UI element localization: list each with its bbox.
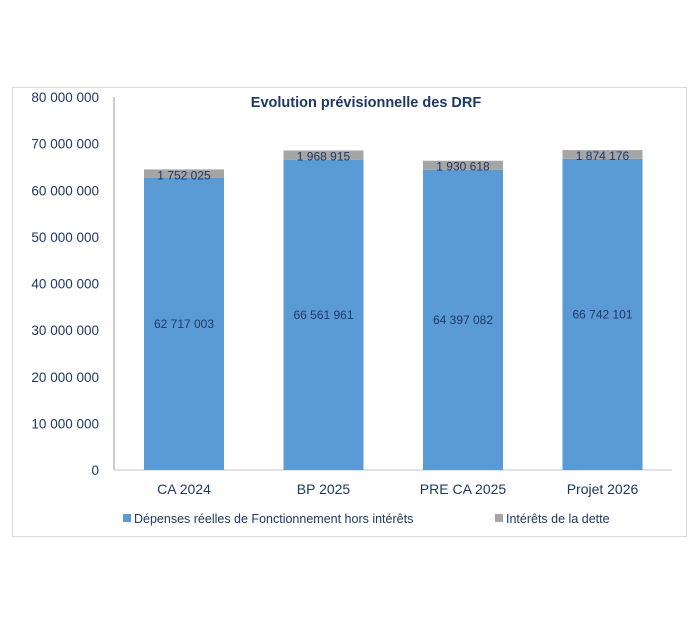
chart-title: Evolution prévisionnelle des DRF (251, 95, 482, 111)
bar-depenses (283, 159, 364, 471)
y-tick-label: 10 000 000 (31, 416, 99, 431)
legend-swatch (123, 514, 131, 522)
bar-depenses (423, 169, 503, 471)
data-label: 1 874 176 (576, 149, 630, 163)
bar-depenses (144, 177, 224, 470)
data-label: 1 968 915 (297, 149, 351, 163)
data-label: 66 742 101 (572, 307, 632, 321)
bar-depenses (562, 158, 643, 471)
x-tick-label: PRE CA 2025 (420, 481, 507, 497)
y-tick-label: 60 000 000 (31, 183, 99, 198)
data-label: 64 397 082 (433, 313, 493, 327)
bar-interets (423, 160, 503, 170)
y-tick-label: 50 000 000 (31, 230, 99, 245)
legend-swatch (495, 514, 503, 522)
bar-interets (144, 169, 224, 178)
x-tick-label: BP 2025 (297, 481, 351, 497)
bar-interets (283, 150, 364, 160)
x-tick-label: CA 2024 (157, 481, 211, 497)
data-label: 1 930 618 (436, 160, 490, 174)
y-tick-label: 80 000 000 (31, 90, 99, 105)
y-tick-label: 70 000 000 (31, 137, 99, 152)
data-label: 62 717 003 (154, 317, 214, 331)
legend-label: Intérêts de la dette (506, 512, 610, 526)
data-label: 1 752 025 (157, 168, 211, 182)
y-tick-label: 30 000 000 (31, 323, 99, 338)
data-label: 66 561 961 (293, 308, 353, 322)
y-tick-label: 20 000 000 (31, 370, 99, 385)
y-tick-label: 0 (91, 463, 99, 478)
chart-frame (12, 87, 687, 537)
x-tick-label: Projet 2026 (567, 481, 639, 497)
bar-interets (562, 150, 643, 159)
legend-label: Dépenses réelles de Fonctionnement hors … (134, 512, 413, 526)
y-tick-label: 40 000 000 (31, 277, 99, 292)
